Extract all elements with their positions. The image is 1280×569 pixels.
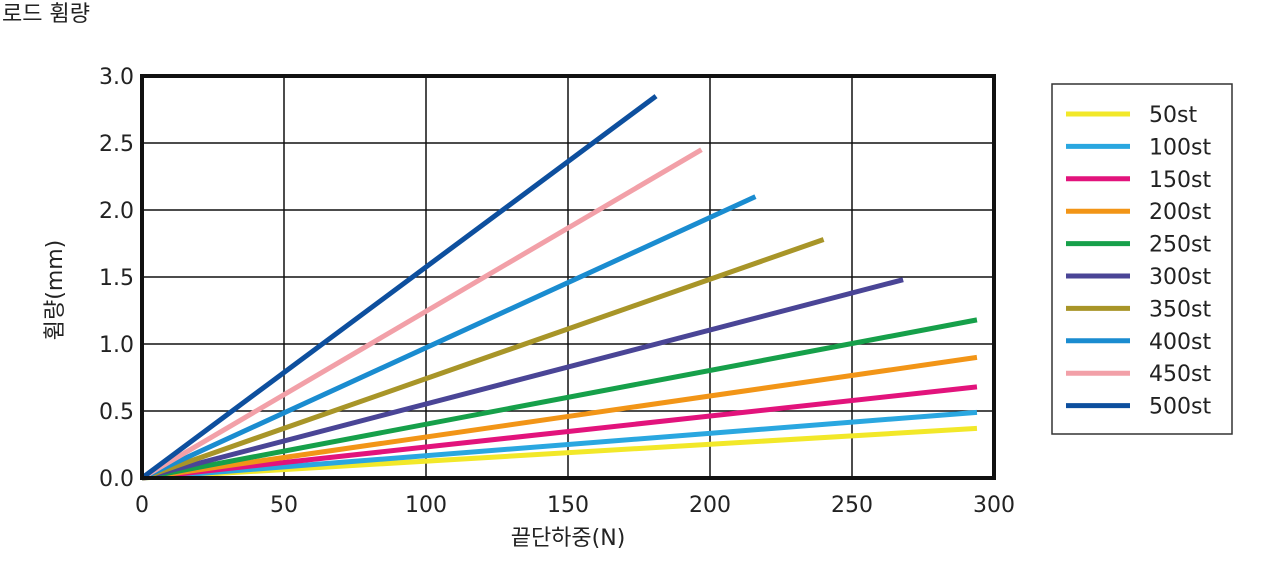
- y-tick-label: 2.0: [99, 199, 134, 224]
- legend-label-400st: 400st: [1149, 330, 1211, 355]
- series-line-50st: [141, 425, 978, 481]
- plot-frame: [140, 74, 996, 480]
- x-tick-label: 300: [973, 493, 1015, 518]
- x-tick-label: 50: [270, 493, 298, 518]
- y-tick-label: 1.5: [99, 266, 134, 291]
- y-tick-label: 1.0: [99, 333, 134, 358]
- x-tick-label: 0: [135, 493, 149, 518]
- x-axis-title: 끝단하중(N): [511, 526, 626, 551]
- x-tick-label: 100: [405, 493, 447, 518]
- series-line-200st: [141, 354, 978, 481]
- y-tick-label: 3.0: [99, 65, 134, 90]
- page-title: 로드 휨량: [2, 2, 90, 27]
- x-tick-labels: 0 50 100 150 200 250 300: [135, 493, 1015, 518]
- y-tick-label: 0.5: [99, 400, 134, 425]
- x-tick-label: 200: [689, 493, 731, 518]
- y-tick-labels: 0.0 0.5 1.0 1.5 2.0 2.5 3.0: [99, 65, 134, 492]
- series-lines: [140, 94, 978, 481]
- x-tick-label: 150: [547, 493, 589, 518]
- legend-entries: 50st 100st 150st 200st 250st 300st 350st 400st 4…: [1066, 103, 1211, 420]
- y-axis-title: 휨량(mm): [43, 240, 68, 341]
- legend-label-200st: 200st: [1149, 200, 1211, 225]
- series-line-500st: [140, 94, 658, 481]
- series-line-300st: [141, 277, 904, 481]
- legend-label-100st: 100st: [1149, 135, 1211, 160]
- legend-label-150st: 150st: [1149, 168, 1211, 193]
- series-line-100st: [141, 409, 978, 481]
- series-line-450st: [140, 147, 703, 481]
- series-line-350st: [141, 237, 825, 481]
- series-line-150st: [141, 384, 978, 481]
- series-line-400st: [140, 194, 757, 481]
- legend-label-450st: 450st: [1149, 362, 1211, 387]
- legend-label-300st: 300st: [1149, 265, 1211, 290]
- series-line-250st: [141, 317, 978, 481]
- legend-label-50st: 50st: [1149, 103, 1197, 128]
- x-tick-label: 250: [831, 493, 873, 518]
- legend-label-350st: 350st: [1149, 297, 1211, 322]
- legend-label-500st: 500st: [1149, 395, 1211, 420]
- legend-label-250st: 250st: [1149, 233, 1211, 258]
- y-tick-label: 0.0: [99, 467, 134, 492]
- y-tick-label: 2.5: [99, 132, 134, 157]
